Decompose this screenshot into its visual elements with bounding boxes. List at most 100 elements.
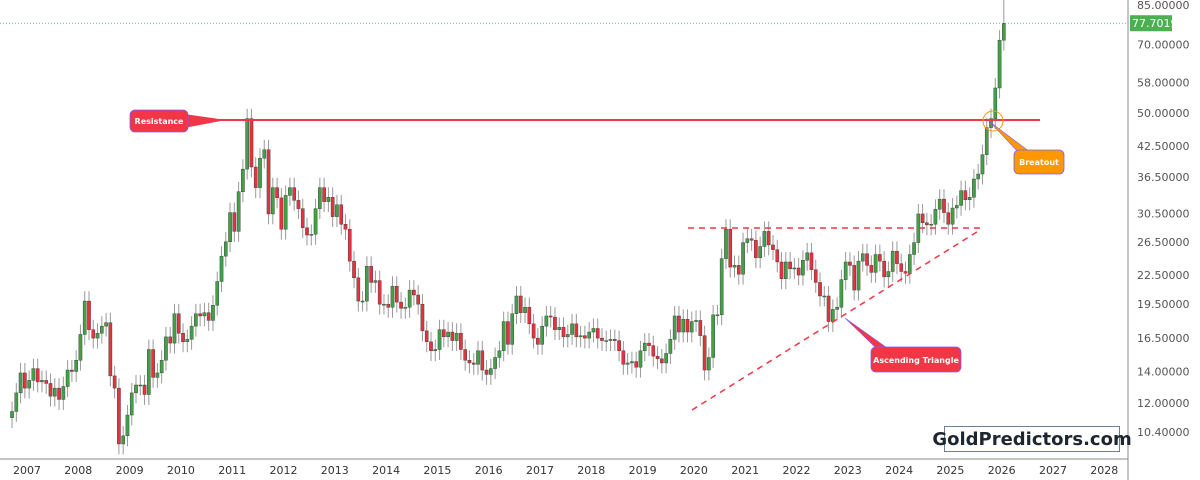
candle-up — [792, 267, 797, 270]
candle-up — [784, 261, 788, 279]
candle-up — [1002, 23, 1006, 41]
x-tick-label: 2018 — [577, 464, 605, 477]
x-tick-label: 2015 — [423, 464, 451, 477]
triangle-pointer — [844, 317, 891, 351]
candle-down — [583, 335, 587, 339]
candle-down — [206, 312, 211, 321]
candle-up — [801, 260, 805, 276]
candle-down — [394, 286, 399, 303]
candle-up — [587, 331, 591, 339]
candle-up — [886, 271, 891, 278]
candle-down — [463, 349, 467, 361]
candle-up — [52, 387, 57, 397]
candle-down — [963, 190, 968, 200]
x-tick-label: 2014 — [372, 464, 400, 477]
y-axis: 85.00000 70.00000 58.00000 50.00000 42.50000… — [1127, 0, 1190, 480]
x-tick-label: 2007 — [13, 464, 41, 477]
candle-down — [818, 282, 822, 297]
y-tick-label: 14.00000 — [1137, 365, 1190, 378]
candle-down — [377, 280, 382, 305]
candle-up — [155, 372, 160, 378]
candle-up — [980, 154, 985, 175]
candle-up — [501, 321, 506, 352]
candle-down — [553, 316, 557, 330]
candle-up — [403, 307, 408, 309]
candle-up — [433, 349, 438, 352]
breakout-pointer — [989, 121, 1031, 153]
candle-down — [480, 350, 485, 371]
candle-up — [642, 342, 647, 352]
candle-up — [258, 157, 262, 188]
x-tick-label: 2020 — [680, 464, 708, 477]
x-tick-label: 2026 — [988, 464, 1016, 477]
candle-up — [843, 261, 848, 280]
candle-up — [262, 149, 267, 159]
candle-up — [215, 281, 220, 306]
triangle-label: Ascending Triangle — [873, 356, 959, 365]
breakout-label-box — [1013, 149, 1065, 175]
candle-up — [236, 191, 241, 232]
candle-up — [454, 333, 459, 341]
candle-up — [373, 280, 378, 283]
candle-down — [386, 303, 391, 308]
candle-down — [621, 350, 626, 365]
resistance-label-box — [129, 109, 189, 133]
candle-up — [933, 209, 938, 225]
candle-up — [544, 315, 549, 327]
candle-up — [741, 242, 745, 275]
candle-up — [972, 178, 976, 198]
x-tick-label: 2009 — [116, 464, 144, 477]
candle-down — [117, 387, 121, 445]
candle-up — [578, 335, 583, 338]
candle-down — [813, 269, 818, 283]
candle-down — [23, 372, 27, 389]
candle-down — [253, 166, 258, 188]
candle-down — [91, 329, 96, 339]
candle-up — [907, 254, 912, 274]
candle-up — [219, 255, 224, 282]
candle-down — [775, 249, 780, 263]
candle-down — [416, 294, 420, 305]
candle-up — [121, 435, 125, 445]
candle-down — [399, 301, 403, 309]
candle-up — [707, 357, 711, 371]
candle-down — [561, 327, 566, 338]
candle-down — [865, 253, 869, 266]
candle-down — [698, 320, 703, 336]
candle-down — [634, 361, 638, 368]
candle-down — [771, 244, 775, 250]
candle-down — [266, 149, 271, 215]
candle-down — [895, 251, 899, 264]
candle-up — [608, 339, 613, 341]
candle-down — [112, 375, 117, 389]
candle-up — [976, 173, 980, 180]
candle-down — [749, 238, 754, 241]
candle-up — [476, 350, 480, 365]
candle-down — [108, 322, 113, 377]
candle-up — [758, 246, 762, 258]
candle-up — [719, 258, 724, 316]
candle-up — [959, 190, 963, 206]
candle-up — [245, 118, 249, 170]
candle-down — [347, 228, 352, 262]
candle-down — [942, 198, 946, 213]
candle-up — [437, 329, 442, 350]
x-tick-label: 2025 — [936, 464, 964, 477]
candle-down — [450, 331, 455, 341]
candle-up — [223, 241, 228, 257]
candle-up — [390, 286, 395, 308]
candle-up — [382, 303, 386, 306]
candle-up — [326, 197, 331, 202]
candle-up — [664, 353, 668, 364]
candle-up — [365, 266, 369, 302]
y-tick-label: 50.00000 — [1137, 107, 1190, 120]
candle-up — [78, 334, 83, 361]
candle-up — [335, 204, 339, 217]
y-tick-label: 12.00000 — [1137, 397, 1190, 410]
candle-down — [232, 212, 237, 232]
candle-down — [826, 295, 831, 322]
candle-down — [35, 368, 40, 383]
candle-down — [531, 323, 536, 339]
candle-up — [950, 207, 955, 225]
candle-up — [715, 314, 720, 317]
